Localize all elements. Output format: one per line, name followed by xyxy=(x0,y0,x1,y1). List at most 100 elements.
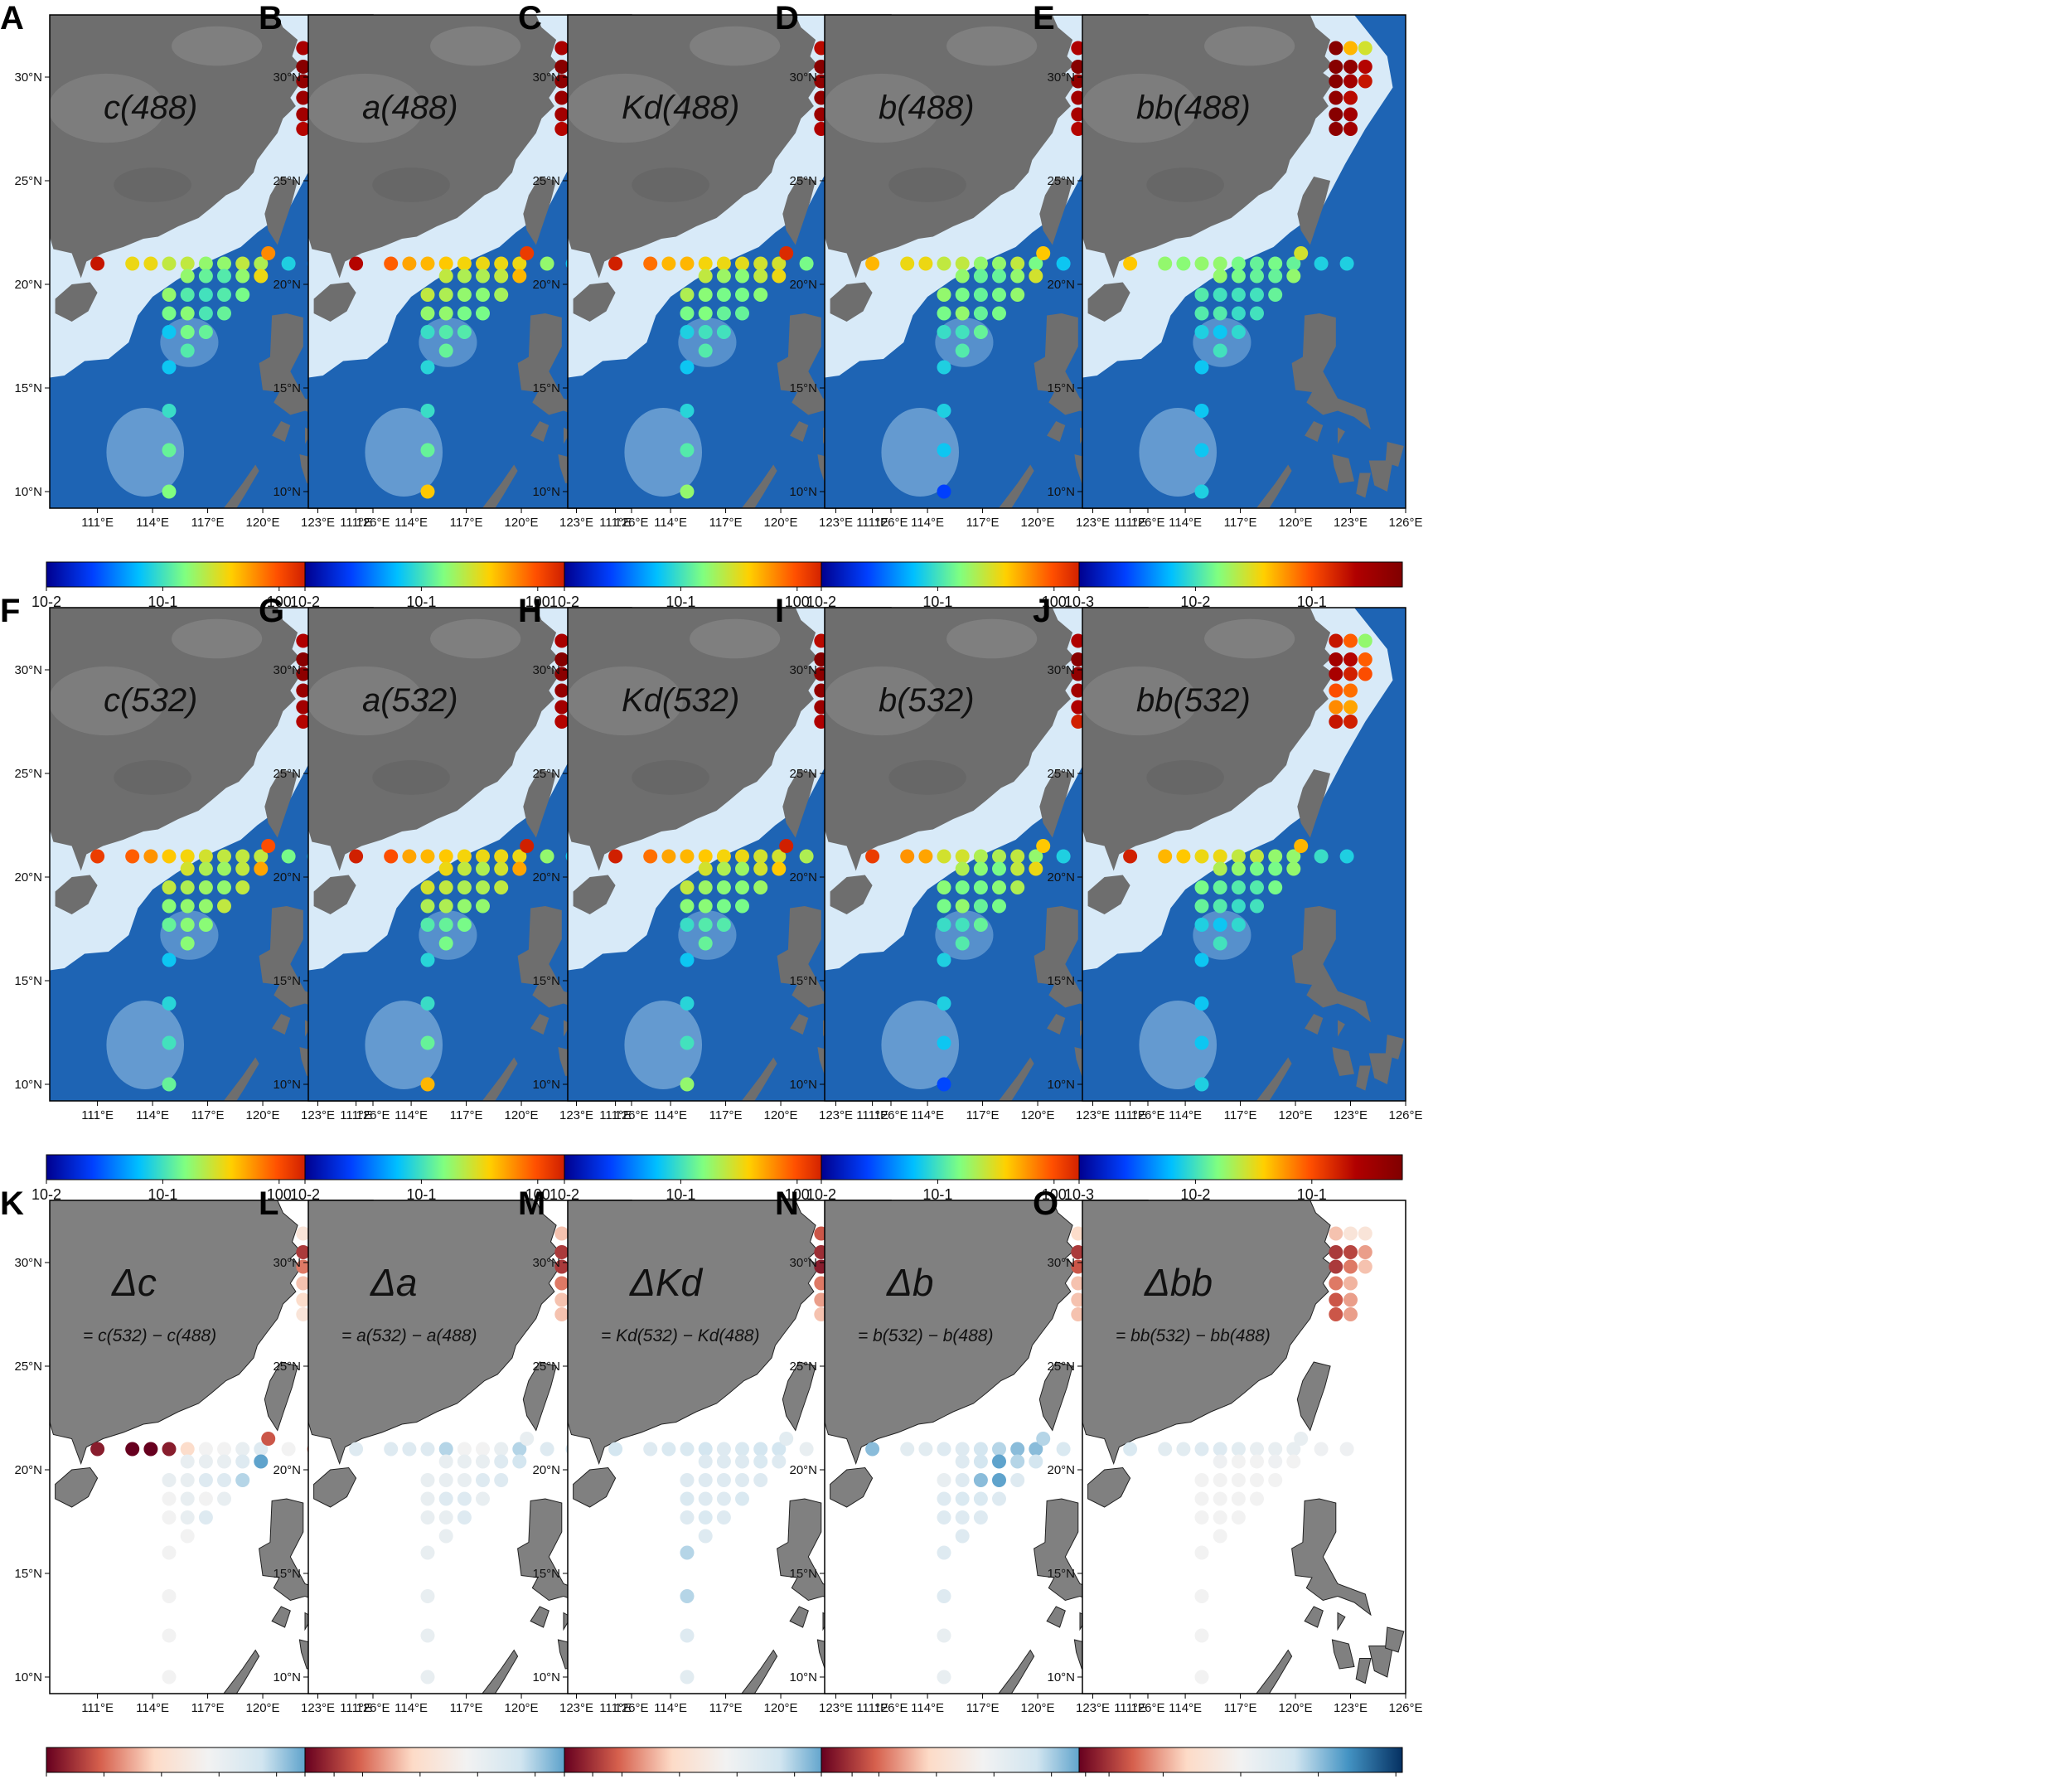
station-dot xyxy=(1294,1432,1309,1446)
station-dot xyxy=(716,325,731,339)
lat-tick-label: 15°N xyxy=(789,381,817,395)
terrain-mountains xyxy=(1146,167,1224,202)
station-dot xyxy=(296,633,311,648)
formula-label: = bb(532) − bb(488) xyxy=(1116,1326,1271,1345)
lat-tick-label: 25°N xyxy=(14,767,42,781)
land xyxy=(1368,460,1393,492)
station-dot xyxy=(1213,918,1227,932)
land xyxy=(1304,1606,1324,1628)
station-dot xyxy=(772,1442,787,1457)
lon-tick-label: 120°E xyxy=(1021,516,1055,530)
lat-tick-label: 30°N xyxy=(532,1256,560,1270)
station-dot xyxy=(735,1442,749,1457)
land xyxy=(1034,906,1113,1022)
land xyxy=(830,282,873,322)
station-dot xyxy=(799,1442,814,1457)
station-dot xyxy=(476,880,490,894)
colorbar-tick-label: 100 xyxy=(1042,594,1067,610)
station-dot xyxy=(1194,1589,1209,1603)
station-dot xyxy=(554,1276,569,1291)
land xyxy=(998,1649,1035,1694)
terrain-mountains xyxy=(632,760,709,795)
land xyxy=(1338,427,1345,444)
station-dot xyxy=(955,1491,970,1506)
station-dot xyxy=(457,269,472,284)
station-dot xyxy=(384,256,399,271)
lat-tick-label: 10°N xyxy=(789,485,817,499)
station-dot xyxy=(1194,484,1209,499)
station-dot xyxy=(1194,849,1209,864)
land xyxy=(1038,1361,1073,1432)
station-dot xyxy=(438,256,453,271)
lat-tick-label: 30°N xyxy=(789,1256,817,1270)
colorbar xyxy=(1078,1747,1403,1773)
lat-tick-label: 15°N xyxy=(14,1567,42,1581)
station-dot xyxy=(753,288,768,302)
lat-tick-label: 30°N xyxy=(1047,70,1075,85)
station-dot xyxy=(180,861,195,876)
land xyxy=(1385,1626,1405,1653)
station-dot xyxy=(1329,715,1343,729)
colorbar-tick-label: 100 xyxy=(525,1186,550,1203)
station-dot xyxy=(217,849,231,864)
land xyxy=(530,1606,549,1628)
lon-tick-label: 120°E xyxy=(1279,516,1313,530)
station-dot xyxy=(143,1442,158,1457)
station-dot xyxy=(779,839,794,853)
station-dot xyxy=(1056,849,1071,864)
lon-tick-label: 117°E xyxy=(966,1701,1000,1715)
station-dot xyxy=(698,880,713,894)
colorbar-tick-label: 10-1 xyxy=(1297,1186,1327,1203)
lon-tick-label: 117°E xyxy=(191,516,225,530)
terrain-lowland xyxy=(308,73,424,143)
panel-letter: L xyxy=(259,1185,278,1222)
lon-tick-label: 114°E xyxy=(136,516,169,530)
station-dot xyxy=(438,936,453,951)
station-dot xyxy=(180,306,195,321)
station-dot xyxy=(1231,306,1246,321)
station-dot xyxy=(1194,1491,1209,1506)
terrain-lowland xyxy=(825,73,940,143)
station-dot xyxy=(1294,839,1309,853)
station-layer xyxy=(1123,633,1372,1092)
station-dot xyxy=(198,1473,213,1487)
station-dot xyxy=(1231,899,1246,914)
land xyxy=(1087,875,1130,914)
station-dot xyxy=(1250,269,1264,284)
station-dot xyxy=(799,849,814,864)
station-dot xyxy=(217,880,231,894)
station-dot xyxy=(1071,652,1086,667)
lat-tick-label: 20°N xyxy=(532,1463,560,1477)
station-dot xyxy=(420,1473,435,1487)
station-dot xyxy=(1343,1226,1358,1241)
seamount xyxy=(881,407,960,497)
station-dot xyxy=(698,1529,713,1544)
lat-tick-label: 25°N xyxy=(532,1360,560,1374)
station-dot xyxy=(198,849,213,864)
station-dot xyxy=(698,899,713,914)
station-dot xyxy=(1176,849,1191,864)
station-dot xyxy=(680,1491,695,1506)
station-dot xyxy=(865,849,880,864)
lon-tick-label: 123°E xyxy=(1076,516,1110,530)
lon-tick-label: 114°E xyxy=(136,1108,169,1122)
station-dot xyxy=(1071,1307,1086,1321)
land xyxy=(573,875,616,914)
station-dot xyxy=(1213,880,1227,894)
panel-j: 111°E 114°E 117°E 120°E 123°E 126°E 10°N 15°N 20… xyxy=(1033,593,1423,1203)
colorbar-tick-label: 10-2 xyxy=(549,594,579,610)
station-dot xyxy=(296,41,311,56)
station-dot xyxy=(180,1491,195,1506)
station-dot xyxy=(1358,1259,1372,1274)
station-dot xyxy=(1194,996,1209,1011)
station-dot xyxy=(1358,652,1372,667)
land xyxy=(1291,906,1371,1022)
station-dot xyxy=(254,269,269,284)
land xyxy=(782,177,816,245)
land xyxy=(55,875,98,914)
land xyxy=(55,282,98,322)
lat-tick-label: 20°N xyxy=(789,1463,817,1477)
lat-tick-label: 25°N xyxy=(273,174,301,188)
station-dot xyxy=(420,1077,435,1092)
station-dot xyxy=(125,256,140,271)
